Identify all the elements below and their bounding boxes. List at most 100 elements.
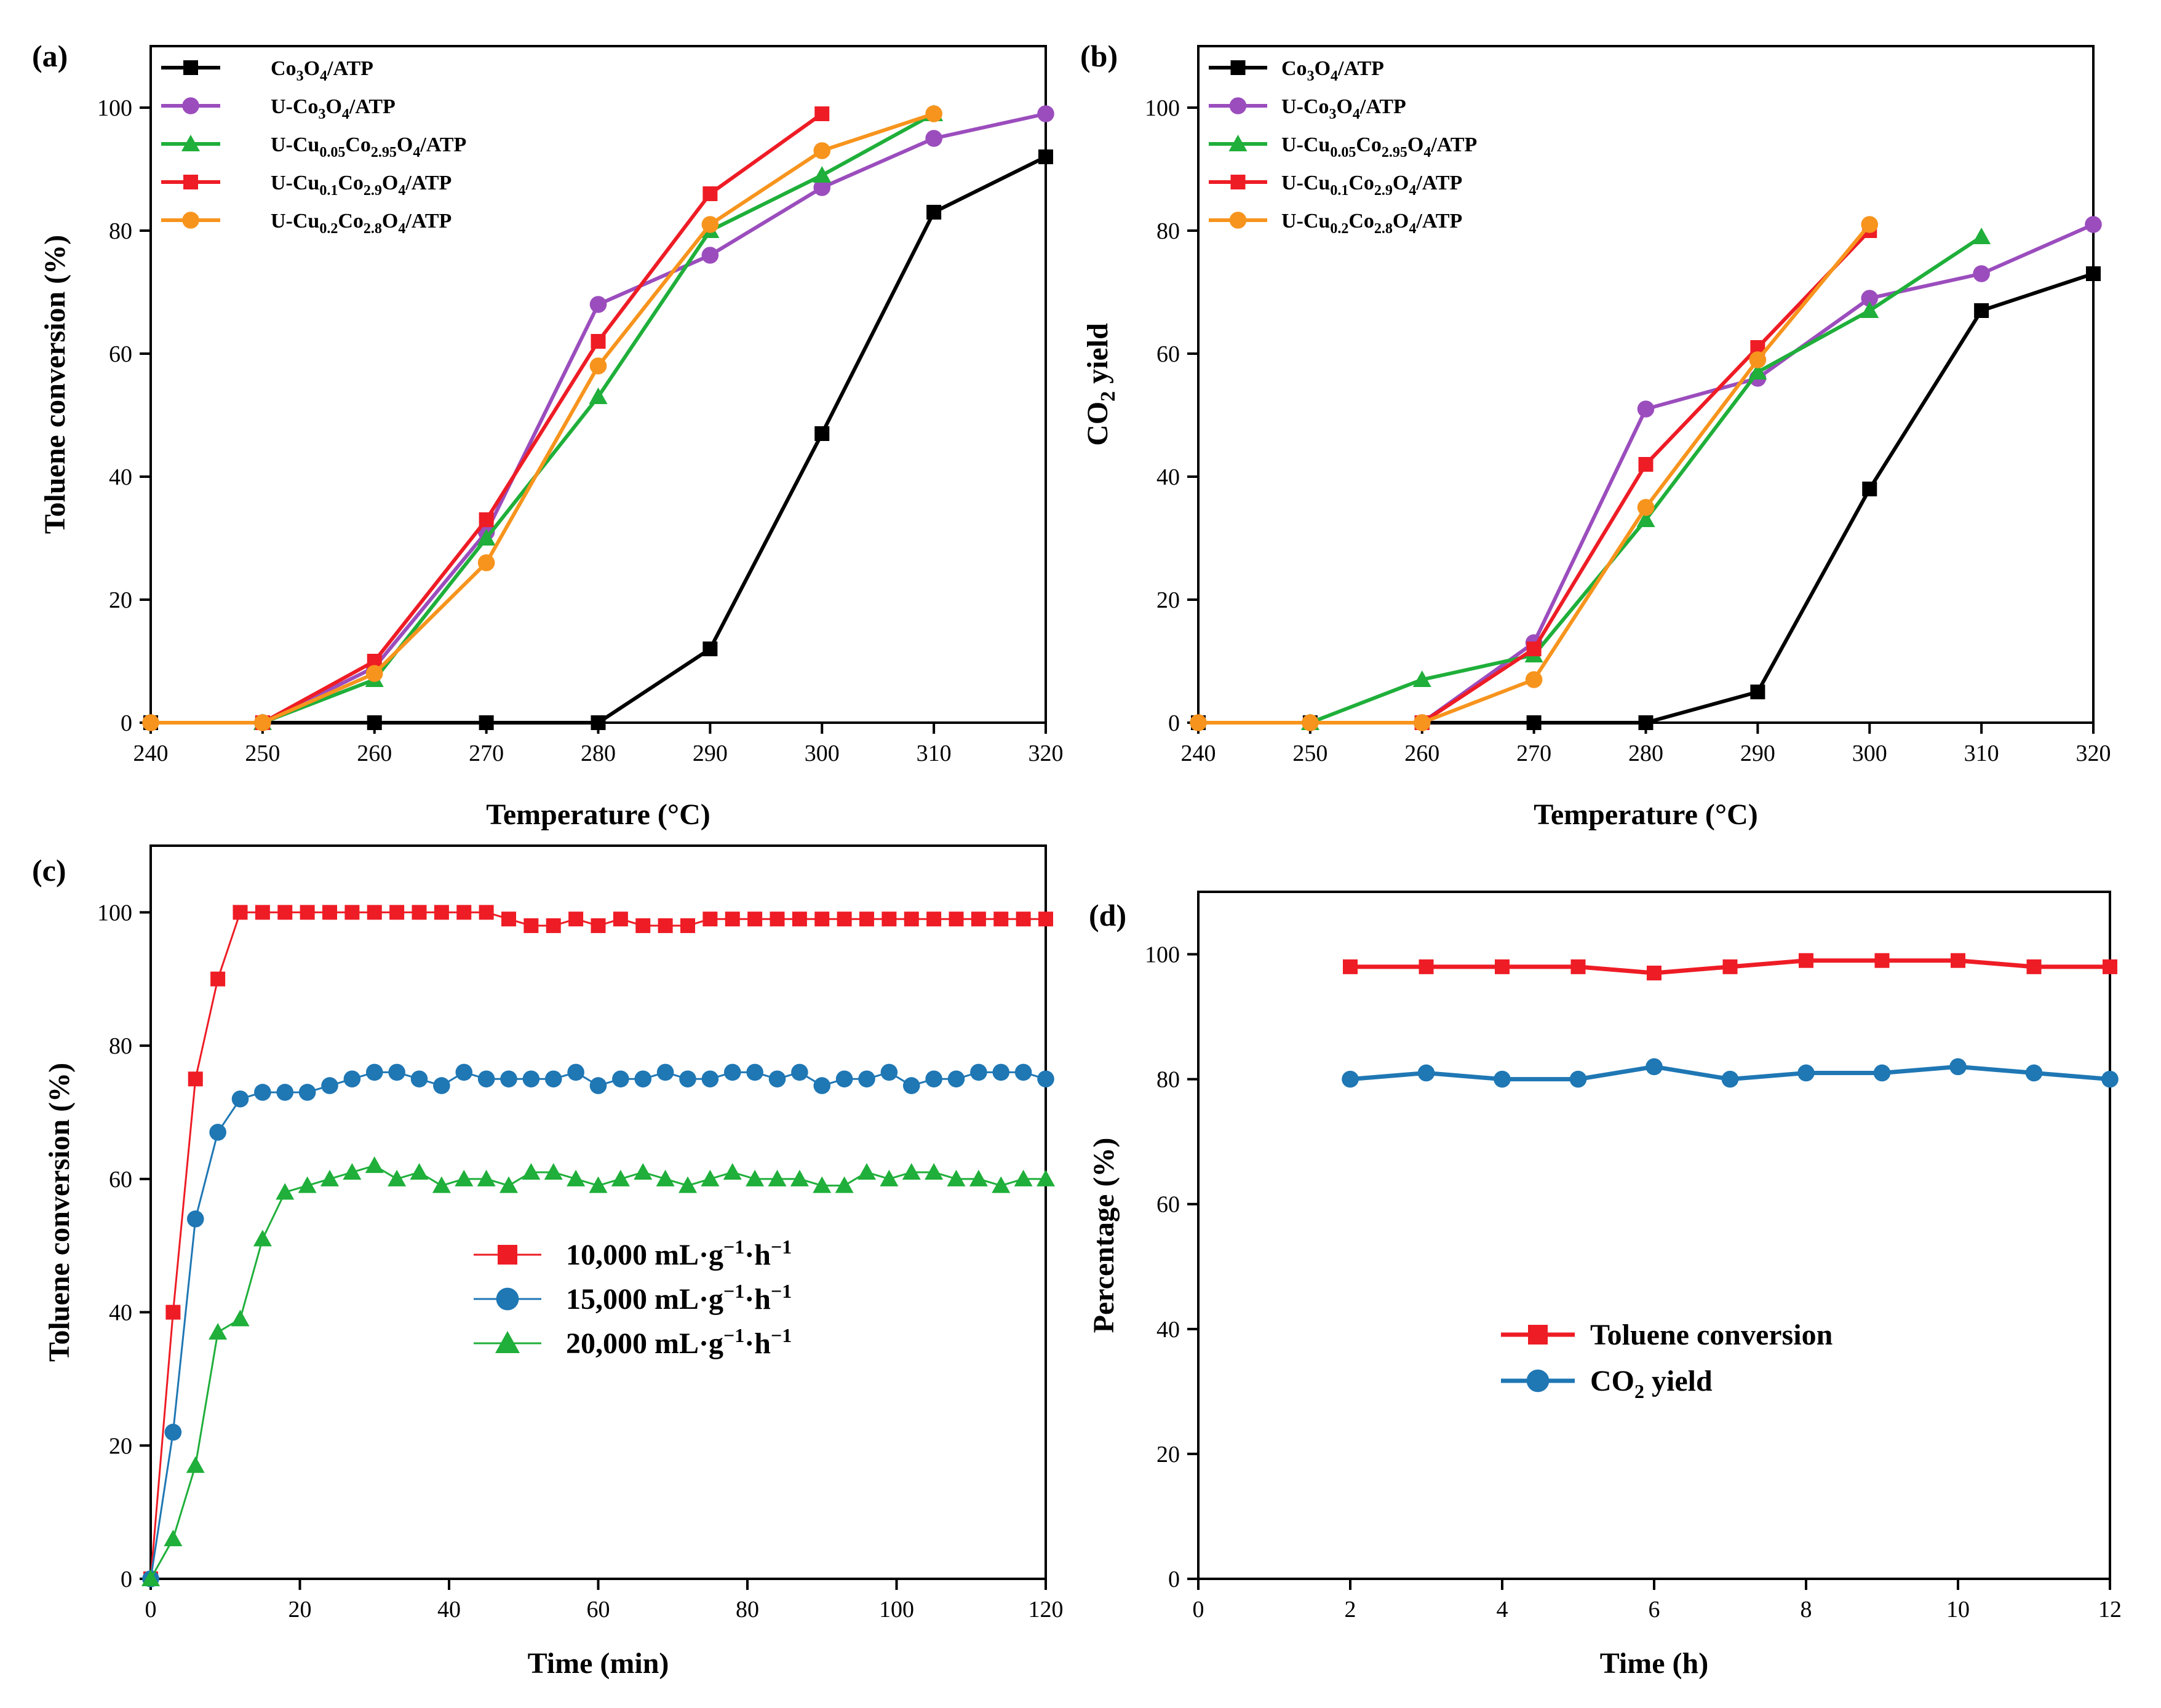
panel-a-series-ucu005-point <box>477 529 496 546</box>
panel-d-label: (d) <box>1089 898 1126 932</box>
panel-c-series-s20k-point <box>343 1162 362 1180</box>
panel-c-series-s15k-point <box>343 1070 361 1088</box>
panel-d-x-tick-label: 10 <box>1946 1597 1970 1623</box>
panel-b-series-ucu005-point <box>1972 228 1991 244</box>
panel-b-x-tick-label: 320 <box>2076 741 2111 766</box>
panel-d-series-tol-point <box>2026 959 2042 974</box>
panel-c-series-s10k-point <box>725 912 740 927</box>
panel-b-series-ucu005-point <box>1412 670 1431 687</box>
panel-a-series-co3o4-point <box>1038 149 1053 164</box>
panel-c-series-s10k-point <box>322 905 337 920</box>
panel-c-x-tick-label: 0 <box>145 1597 157 1623</box>
panel-c-series-s20k-point <box>656 1169 675 1186</box>
panel-b-x-tick-label: 280 <box>1628 741 1663 766</box>
panel-a-legend-swatch-marker <box>182 212 199 229</box>
panel-c-series-s15k-point <box>723 1063 741 1081</box>
panel-a-series-co3o4-line <box>151 155 1047 725</box>
panel-c-series-s10k-point <box>1016 912 1031 927</box>
panel-c-legend-label-s10k: 10,000 mL·g−1·h−1 <box>566 1236 792 1271</box>
panel-b-y-tick-label: 100 <box>1145 95 1180 121</box>
panel-c-series-s10k-point <box>613 912 628 927</box>
panel-d-y-axis-label: Percentage (%) <box>1088 1138 1120 1333</box>
panel-b-y-tick-label: 60 <box>1156 341 1180 367</box>
panel-b-x-tick-label: 260 <box>1404 741 1439 766</box>
panel-b-series-co3o4-line <box>1198 272 2094 725</box>
panel-d-series-co2-point <box>1873 1064 1891 1082</box>
panel-c-series-s10k-point <box>591 918 606 934</box>
panel-a-series-ucu005-point <box>589 387 608 404</box>
panel-c-series-s20k-point <box>276 1183 295 1200</box>
panel-c-x-tick-label: 20 <box>289 1597 312 1623</box>
panel-d-y-tick-label: 60 <box>1156 1192 1180 1218</box>
panel-c-series-s10k-point <box>412 905 427 920</box>
panel-c-series-s20k-point <box>790 1169 809 1186</box>
panel-c-series-s15k-line <box>149 1071 1046 1579</box>
panel-c-series-s15k-point <box>410 1070 428 1088</box>
panel-a-series-ucu02-point <box>365 665 383 682</box>
panel-c-series-s15k-point <box>656 1063 674 1081</box>
panel-b-series-uco3o4-point <box>2085 216 2102 233</box>
panel-c-series-s20k-point <box>992 1176 1011 1193</box>
panel-c-series-s20k-point <box>522 1162 541 1180</box>
panel-b-x-tick-label: 250 <box>1292 741 1327 766</box>
panel-c-series-s20k-point <box>634 1162 653 1180</box>
panel-c-series-s20k-point <box>365 1156 384 1174</box>
panel-c-series-s10k-point <box>501 912 516 927</box>
panel-a-label: (a) <box>32 39 68 73</box>
panel-d-y-tick-label: 0 <box>1168 1567 1180 1592</box>
panel-d-legend-item-co2: CO2 yield <box>1501 1365 1713 1402</box>
panel-a-y-tick-label: 80 <box>109 218 132 244</box>
panel-b-series-ucu02-point <box>1413 714 1431 731</box>
panel-c-series-s20k-point <box>701 1169 720 1186</box>
panel-c-series-s10k-point <box>456 905 472 920</box>
panel-a-series-co3o4-point <box>591 715 606 730</box>
panel-a-series-ucu005 <box>253 105 944 730</box>
panel-c-series-s10k-point <box>1038 912 1053 927</box>
panel-a-series-ucu005-line <box>261 112 935 725</box>
panel-a-series-ucu01-point <box>591 334 606 349</box>
panel-b-y-axis-label: CO2 yield <box>1081 323 1120 446</box>
panel-d-x-tick-label: 2 <box>1345 1597 1356 1623</box>
panel-b-x-tick-label: 240 <box>1181 741 1216 766</box>
panel-c-y-tick-label: 20 <box>109 1433 132 1459</box>
panel-b-x-axis-label: Temperature (°C) <box>1534 798 1757 831</box>
panel-c-series-s15k-point <box>544 1070 562 1088</box>
panel-b-series-ucu005-point <box>1636 510 1655 527</box>
panel-d-series-co2-point <box>1342 1070 1359 1088</box>
panel-c-series-s20k-point <box>813 1176 832 1193</box>
panel-c-series-s15k-point <box>365 1063 383 1081</box>
panel-a-legend: Co3O4/ATP U-Co3O4/ATP U-Cu0.05Co2.95O4/ATP… <box>161 57 466 237</box>
panel-a-legend-swatch-marker <box>181 135 200 151</box>
panel-a-series-ucu02-point <box>589 357 607 375</box>
panel-c-series-s20k-point <box>925 1162 944 1180</box>
panel-b-legend-label-uco3o4: U-Co3O4/ATP <box>1281 95 1406 122</box>
panel-a-legend-label-uco3o4: U-Co3O4/ATP <box>271 95 396 122</box>
panel-a-series-ucu01-line <box>261 112 823 725</box>
panel-d-series-tol-point <box>1495 959 1510 974</box>
panel-c-series-s15k-point <box>231 1090 249 1108</box>
panel-c-series-s20k-point <box>567 1169 586 1186</box>
panel-a-series-ucu01-point <box>479 512 494 527</box>
panel-c-series-s10k-point <box>300 905 315 920</box>
panel-a-x-tick-label: 320 <box>1029 741 1064 766</box>
panel-c-series-s15k-point <box>813 1077 831 1094</box>
panel-c-series-s10k-point <box>389 905 405 920</box>
panel-a-series-ucu02-point <box>925 105 942 122</box>
panel-b-legend-swatch-marker <box>1228 135 1248 151</box>
panel-a-series-ucu02-point <box>142 714 159 731</box>
panel-d-series-tol-point <box>1799 953 1813 968</box>
panel-c-series-s20k <box>141 1156 1055 1586</box>
panel-c-series-s10k-point <box>680 918 695 934</box>
panel-c-series-s20k-point <box>723 1162 742 1180</box>
panel-c-series-s20k-point <box>477 1169 496 1186</box>
panel-c-series-s15k-point <box>209 1124 226 1141</box>
panel-b-y-tick-label: 0 <box>1168 710 1180 736</box>
panel-c-series-s20k-point <box>746 1169 765 1186</box>
panel-b-series-uco3o4-line <box>1421 223 2095 725</box>
panel-c-series-s10k-point <box>434 905 449 920</box>
panel-c-series-s15k-point <box>164 1423 182 1441</box>
panel-b-legend-swatch-marker <box>1229 212 1247 229</box>
panel-a-x-axis-label: Temperature (°C) <box>486 798 710 831</box>
panel-a-series-ucu02 <box>142 105 942 731</box>
panel-d: (d) 0 2 4 6 8 10 12 0 20 40 60 80 100 Time (h) Percenta… <box>1088 891 2122 1680</box>
